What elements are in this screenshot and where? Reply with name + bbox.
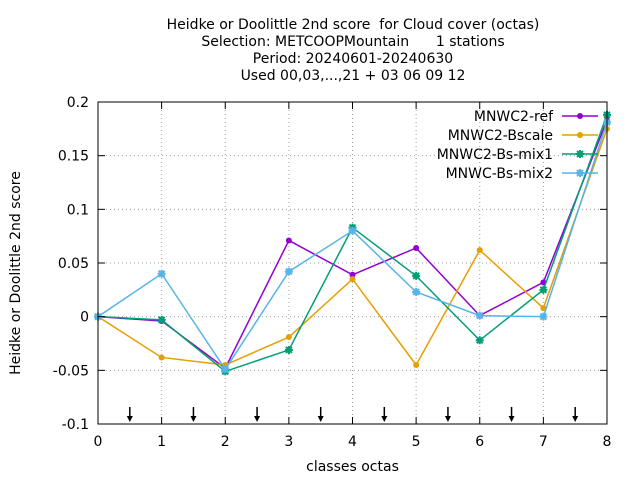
x-tick-label: 2 <box>221 434 230 450</box>
legend-label: MNWC2-Bs-mix1 <box>437 147 553 163</box>
data-point-mark <box>412 271 421 280</box>
data-point-mark <box>284 267 293 276</box>
boundary-arrow-head <box>444 416 451 422</box>
x-tick-label: 8 <box>603 434 612 450</box>
data-point <box>285 334 292 341</box>
x-tick-label: 3 <box>284 434 293 450</box>
data-point <box>540 305 547 312</box>
x-tick-label: 1 <box>157 434 166 450</box>
data-point <box>413 244 420 251</box>
data-point <box>157 315 166 324</box>
data-point <box>576 169 584 177</box>
data-point <box>158 354 165 361</box>
data-point <box>539 285 548 294</box>
data-point <box>284 267 293 276</box>
legend-label: MNWC2-ref <box>474 109 554 125</box>
data-point-mark <box>412 287 421 296</box>
legend-label: MNWC2-Bscale <box>448 128 553 144</box>
data-point-mark <box>221 365 230 374</box>
data-point <box>476 247 483 254</box>
data-point <box>475 336 484 345</box>
data-point <box>577 113 583 119</box>
data-point <box>157 269 166 278</box>
data-point-mark <box>284 345 293 354</box>
data-point <box>412 287 421 296</box>
data-point <box>284 345 293 354</box>
boundary-arrow-head <box>254 416 261 422</box>
data-point-mark <box>157 315 166 324</box>
data-point <box>349 271 356 278</box>
data-point <box>349 276 356 283</box>
boundary-arrow-head <box>572 416 579 422</box>
data-point-mark <box>576 169 584 177</box>
boundary-arrow-head <box>126 416 133 422</box>
boundary-arrow-head <box>190 416 197 422</box>
chart-title-line: Heidke or Doolittle 2nd score for Cloud … <box>167 17 540 33</box>
y-tick-label: -0.1 <box>62 417 89 433</box>
axis-ticks: 0.2 0.15 0.1 0.05 0 -0.05 -0.1 0 1 2 3 4 5 6 7 8 <box>53 95 612 450</box>
data-point-mark <box>576 150 584 158</box>
legend: MNWC2-ref MNWC2-Bscale MNWC2-Bs-mix1 MNWC-B… <box>437 109 598 182</box>
series-lines <box>94 110 611 376</box>
x-tick-label: 7 <box>539 434 548 450</box>
data-point <box>285 237 292 244</box>
data-point-mark <box>539 285 548 294</box>
x-axis-label: classes octas <box>306 459 399 475</box>
x-tick-label: 0 <box>94 434 103 450</box>
data-point-mark <box>348 226 357 235</box>
y-tick-label: -0.05 <box>53 363 89 379</box>
x-tick-label: 6 <box>475 434 484 450</box>
y-tick-label: 0.1 <box>67 202 89 218</box>
y-tick-label: 0.15 <box>58 149 89 165</box>
data-point <box>539 312 548 321</box>
data-point-mark <box>475 336 484 345</box>
boundary-arrow-head <box>317 416 324 422</box>
data-point-mark <box>475 311 484 320</box>
data-point <box>412 271 421 280</box>
class-boundary-arrows <box>126 407 579 422</box>
y-axis-label: Heidke or Doolittle 2nd score <box>8 171 24 375</box>
x-tick-label: 4 <box>348 434 357 450</box>
chart-title-line: Used 00,03,...,21 + 03 06 09 12 <box>241 68 466 84</box>
boundary-arrow-head <box>381 416 388 422</box>
legend-label: MNWC-Bs-mix2 <box>446 166 553 182</box>
chart-title-line: Selection: METCOOPMountain 1 stations <box>201 34 504 50</box>
data-point <box>348 226 357 235</box>
boundary-arrow-head <box>508 416 515 422</box>
data-point-mark <box>157 269 166 278</box>
x-tick-label: 5 <box>412 434 421 450</box>
y-tick-label: 0.05 <box>58 256 89 272</box>
chart-title-line: Period: 20240601-20240630 <box>253 51 453 67</box>
data-point <box>413 361 420 368</box>
data-point <box>475 311 484 320</box>
data-point <box>221 365 230 374</box>
y-tick-label: 0.2 <box>67 95 89 111</box>
data-point-mark <box>539 312 548 321</box>
y-tick-label: 0 <box>80 310 89 326</box>
data-point <box>577 132 583 138</box>
chart-title: Heidke or Doolittle 2nd score for Cloud … <box>167 17 540 84</box>
data-point <box>576 150 584 158</box>
